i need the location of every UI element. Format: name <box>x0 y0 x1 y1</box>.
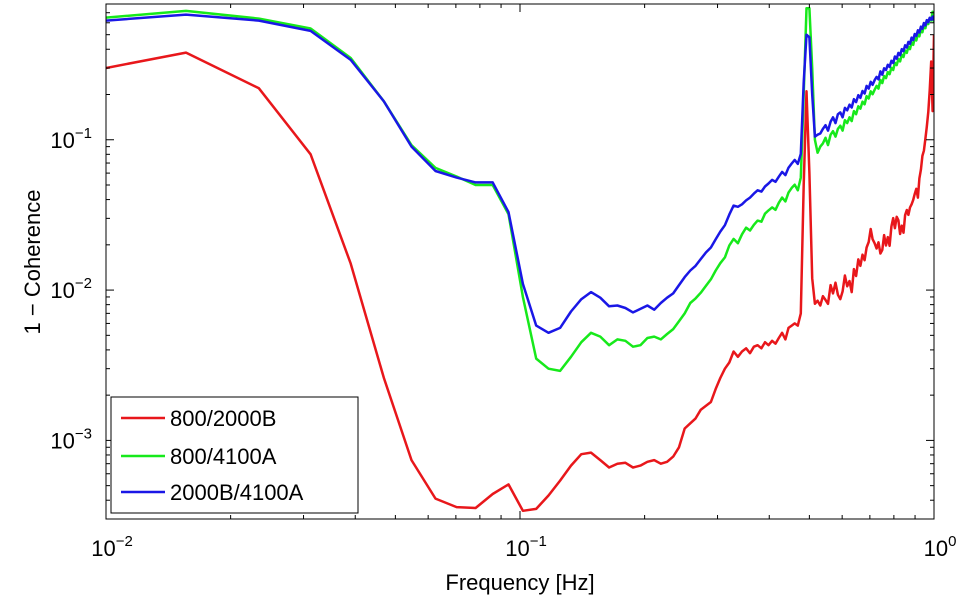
plot-frame <box>105 3 935 520</box>
y-tick-label: 10−2 <box>50 275 92 303</box>
x-axis-title: Frequency [Hz] <box>445 570 594 595</box>
series-layer <box>106 6 934 513</box>
tick-layer <box>105 3 935 520</box>
series-line-800-2000b <box>106 34 934 513</box>
x-tick-label: 10−1 <box>505 533 547 561</box>
legend: 800/2000B 800/4100A 2000B/4100A <box>110 396 359 514</box>
tick-label-layer: 10−2 10−1 100 10−3 10−2 10−1 <box>50 125 956 561</box>
x-tick-label: 100 <box>924 533 956 561</box>
legend-label-2000b-4100a: 2000B/4100A <box>170 480 304 505</box>
series-line-800-4100a <box>106 6 934 373</box>
y-tick-label: 10−3 <box>50 425 92 453</box>
y-tick-label: 10−1 <box>50 125 92 153</box>
x-tick-label: 10−2 <box>91 533 133 561</box>
legend-label-800-4100a: 800/4100A <box>170 444 277 469</box>
series-line-2000b-4100a <box>106 13 934 335</box>
legend-label-800-2000b: 800/2000B <box>170 406 276 431</box>
y-axis-title: 1 − Coherence <box>20 190 45 335</box>
